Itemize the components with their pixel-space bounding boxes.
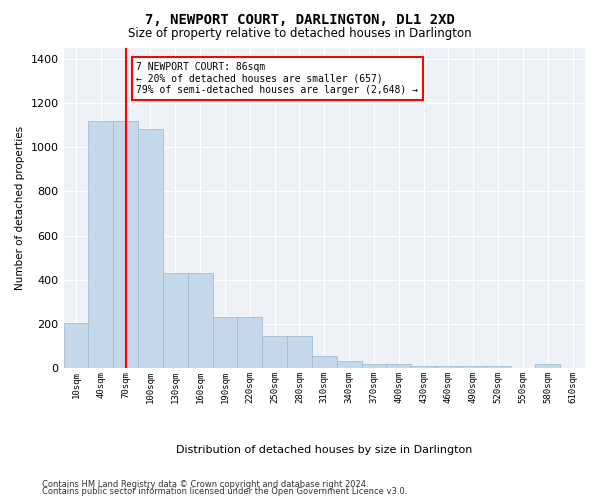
Text: 7 NEWPORT COURT: 86sqm
← 20% of detached houses are smaller (657)
79% of semi-de: 7 NEWPORT COURT: 86sqm ← 20% of detached… — [136, 62, 418, 95]
Bar — [287, 336, 312, 368]
Bar — [386, 364, 411, 368]
Text: Size of property relative to detached houses in Darlington: Size of property relative to detached ho… — [128, 28, 472, 40]
Text: 7, NEWPORT COURT, DARLINGTON, DL1 2XD: 7, NEWPORT COURT, DARLINGTON, DL1 2XD — [145, 12, 455, 26]
Bar — [64, 323, 88, 368]
Bar — [113, 120, 138, 368]
Text: Contains HM Land Registry data © Crown copyright and database right 2024.: Contains HM Land Registry data © Crown c… — [42, 480, 368, 489]
Bar — [88, 120, 113, 368]
Bar — [461, 366, 485, 368]
Bar — [411, 366, 436, 368]
Bar — [337, 360, 362, 368]
X-axis label: Distribution of detached houses by size in Darlington: Distribution of detached houses by size … — [176, 445, 472, 455]
Bar — [212, 318, 238, 368]
Bar — [362, 364, 386, 368]
Bar — [262, 336, 287, 368]
Bar — [188, 273, 212, 368]
Text: Contains public sector information licensed under the Open Government Licence v3: Contains public sector information licen… — [42, 487, 407, 496]
Y-axis label: Number of detached properties: Number of detached properties — [15, 126, 25, 290]
Bar — [138, 130, 163, 368]
Bar — [163, 273, 188, 368]
Bar — [312, 356, 337, 368]
Bar — [485, 366, 511, 368]
Bar — [535, 364, 560, 368]
Bar — [238, 318, 262, 368]
Bar — [436, 366, 461, 368]
